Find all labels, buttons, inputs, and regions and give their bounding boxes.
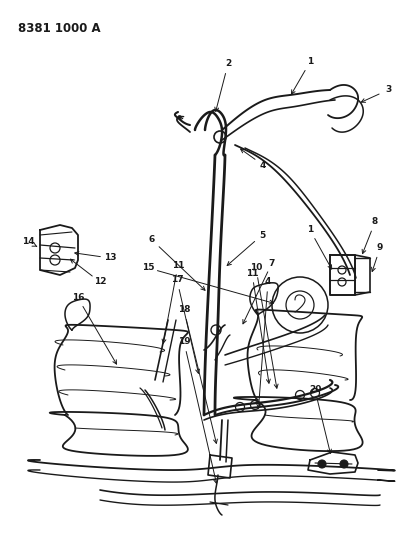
Text: 6: 6 [149,236,155,245]
Text: 18: 18 [178,305,190,314]
Text: 17: 17 [171,276,183,285]
Text: 11: 11 [246,269,258,278]
Text: 4: 4 [265,278,271,287]
Text: 16: 16 [72,294,84,303]
Text: 5: 5 [259,230,265,239]
Circle shape [340,460,348,468]
Text: 3: 3 [385,85,391,94]
Circle shape [318,460,326,468]
Text: 1: 1 [307,58,313,67]
Text: 15: 15 [142,263,154,272]
Text: 20: 20 [309,385,321,394]
Text: 10: 10 [250,263,262,272]
Text: 12: 12 [94,278,106,287]
Text: 14: 14 [22,238,34,246]
Text: 8381 1000 A: 8381 1000 A [18,22,101,35]
Text: 2: 2 [225,60,231,69]
Text: 8: 8 [372,217,378,227]
Text: 7: 7 [269,259,275,268]
Text: 4: 4 [260,160,266,169]
Text: 1: 1 [307,225,313,235]
Text: 13: 13 [104,254,116,262]
Text: 9: 9 [377,244,383,253]
Text: 11: 11 [172,261,184,270]
Text: 19: 19 [178,337,190,346]
